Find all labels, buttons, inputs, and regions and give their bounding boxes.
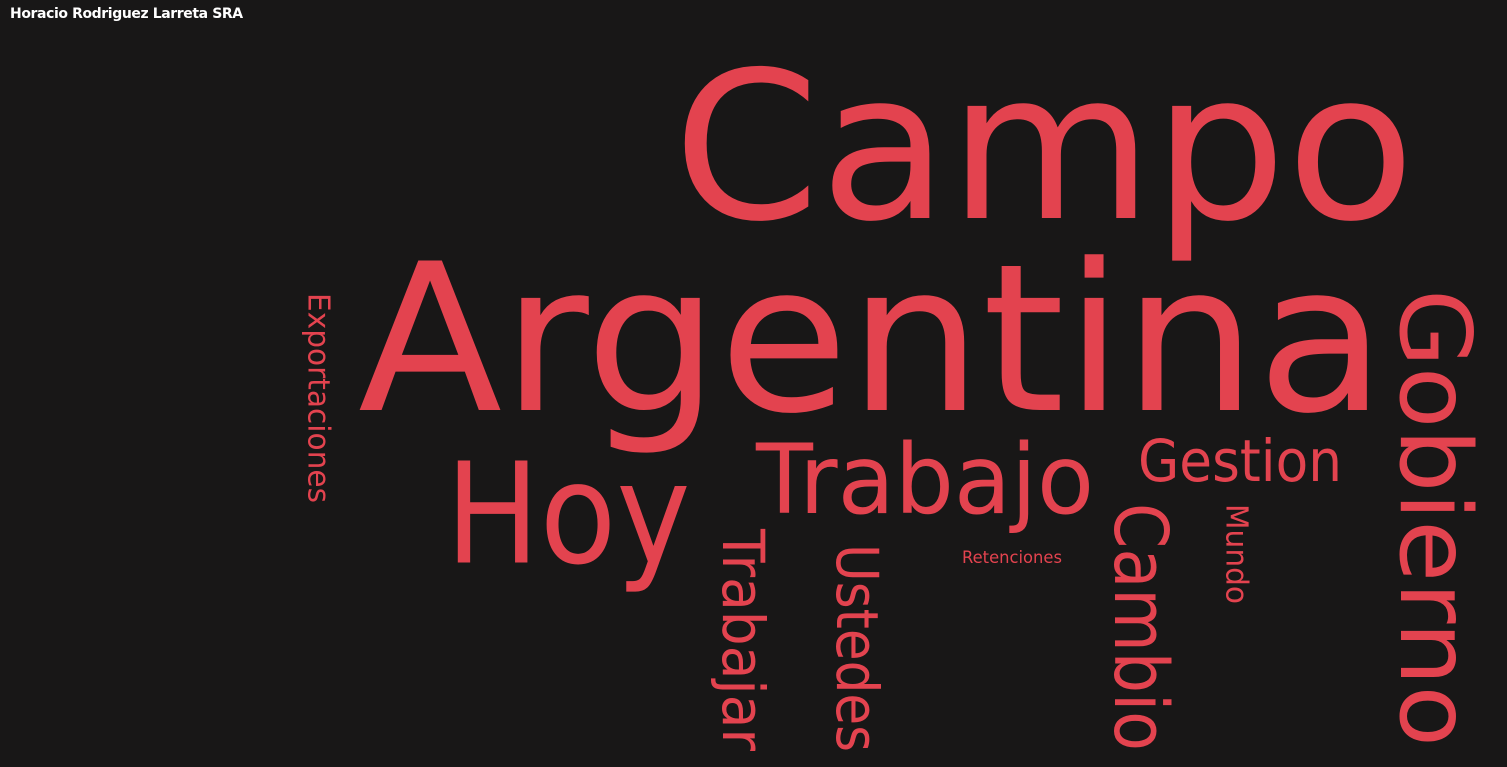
word-exportaciones: Exportaciones [301, 293, 336, 503]
word-trabajo: Trabajo [755, 424, 1094, 536]
word-argentina: Argentina [358, 221, 1386, 459]
word-campo: Campo [673, 29, 1415, 267]
chart-title: Horacio Rodriguez Larreta SRA [10, 6, 243, 22]
word-gobierno: Gobierno [1377, 289, 1491, 747]
word-cambio: Cambio [1097, 503, 1183, 751]
word-mundo: Mundo [1219, 504, 1254, 604]
word-ustedes: Ustedes [823, 544, 891, 752]
word-gestion: Gestion [1138, 427, 1342, 495]
word-hoy: Hoy [446, 434, 691, 597]
word-retenciones: Retenciones [962, 548, 1062, 568]
word-trabajar: Trabajar [709, 528, 777, 751]
